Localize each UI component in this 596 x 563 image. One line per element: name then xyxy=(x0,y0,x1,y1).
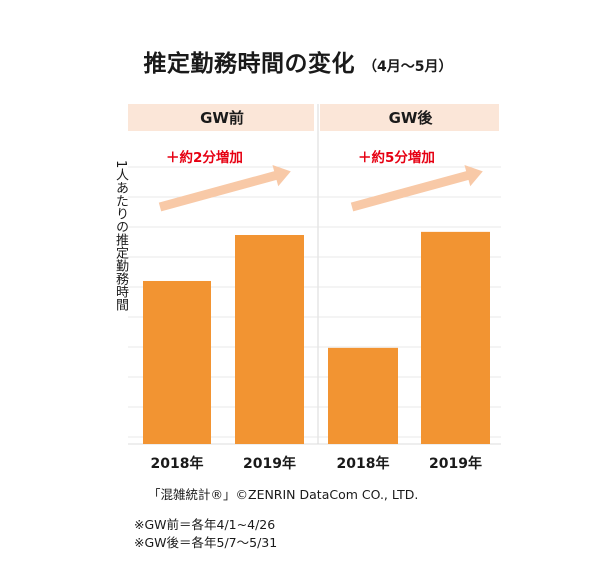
x-tick-label: 2019年 xyxy=(243,455,296,472)
bar xyxy=(235,235,304,444)
bar xyxy=(143,280,211,444)
note-gw-after: ※GW後＝各年5/7～5/31 xyxy=(134,535,278,550)
panel-header xyxy=(128,104,314,131)
note-gw-before: ※GW前＝各年4/1~4/26 xyxy=(134,517,276,532)
bar xyxy=(421,231,490,444)
chart-title: 推定勤務時間の変化 （4月～5月） xyxy=(0,44,596,78)
y-axis-label: 1人あたりの推定勤務時間 xyxy=(113,160,128,312)
bar xyxy=(328,347,398,444)
increase-annotation: ＋約2分増加 xyxy=(166,149,243,166)
trend-arrow-head xyxy=(464,165,483,187)
chart-title-main: 推定勤務時間の変化 xyxy=(143,51,355,77)
trend-arrow-shaft xyxy=(350,169,475,212)
trend-arrow-head xyxy=(272,165,291,187)
panel-header-label: GW後 xyxy=(389,109,434,127)
x-tick-label: 2018年 xyxy=(337,455,390,472)
source-credit: 「混雑統計®」©ZENRIN DataCom CO., LTD. xyxy=(148,487,419,502)
panel-header xyxy=(320,104,499,131)
chart-title-sub: （4月～5月） xyxy=(363,59,453,75)
trend-arrow-shaft xyxy=(158,169,283,212)
x-tick-label: 2018年 xyxy=(151,455,204,472)
increase-annotation: ＋約5分増加 xyxy=(358,149,435,166)
x-tick-label: 2019年 xyxy=(429,455,482,472)
notes: ※GW前＝各年4/1~4/26 ※GW後＝各年5/7～5/31 xyxy=(134,516,277,552)
panel-header-label: GW前 xyxy=(200,109,244,127)
